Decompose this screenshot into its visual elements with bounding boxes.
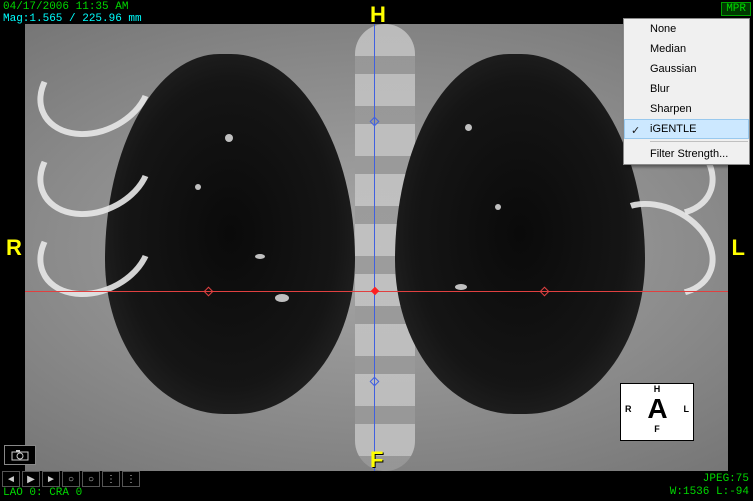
vessel-dot: [275, 294, 289, 302]
orientation-right: L: [732, 235, 745, 261]
vessel-dot: [195, 184, 201, 190]
orientation-bottom: F: [370, 447, 383, 473]
camera-wrap: [4, 445, 36, 467]
camera-icon: [11, 449, 29, 461]
overlay-wl: W:1536 L:-94: [670, 486, 749, 498]
play-toolbar: ◄ ▶ ► ○ ○ ⋮ ⋮: [2, 471, 140, 487]
cube-left: R: [625, 404, 632, 414]
orientation-top: H: [370, 2, 386, 28]
vessel-dot: [495, 204, 501, 210]
menu-item-label: None: [650, 23, 676, 35]
tool-misc2[interactable]: ○: [82, 471, 100, 487]
camera-button[interactable]: [4, 445, 36, 465]
vessel-dot: [465, 124, 472, 131]
menu-item-label: Blur: [650, 83, 670, 95]
next-button[interactable]: ►: [42, 471, 60, 487]
menu-item-filter-strength[interactable]: Filter Strength...: [624, 144, 749, 164]
menu-item-blur[interactable]: Blur: [624, 79, 749, 99]
menu-item-label: Gaussian: [650, 63, 696, 75]
menu-item-sharpen[interactable]: Sharpen: [624, 99, 749, 119]
tool-misc1[interactable]: ○: [62, 471, 80, 487]
overlay-mpr[interactable]: MPR: [721, 2, 751, 16]
tool-misc3[interactable]: ⋮: [102, 471, 120, 487]
menu-item-label: Filter Strength...: [650, 148, 728, 160]
menu-item-gaussian[interactable]: Gaussian: [624, 59, 749, 79]
cube-center: A: [647, 394, 667, 424]
menu-separator: [650, 141, 748, 142]
menu-item-none[interactable]: None: [624, 19, 749, 39]
prev-button[interactable]: ◄: [2, 471, 20, 487]
overlay-mag: Mag:1.565 / 225.96 mm: [3, 13, 142, 25]
cube-bottom: F: [621, 424, 693, 434]
filter-menu[interactable]: None Median Gaussian Blur Sharpen ✓ iGENTLE Fil…: [623, 18, 750, 165]
menu-item-label: Median: [650, 43, 686, 55]
menu-item-label: iGENTLE: [650, 123, 696, 135]
overlay-jpeg: JPEG:75: [703, 473, 749, 485]
orientation-cube[interactable]: H R A L F: [620, 383, 694, 441]
tool-misc4[interactable]: ⋮: [122, 471, 140, 487]
overlay-datetime: 04/17/2006 11:35 AM: [3, 1, 128, 13]
cube-right: L: [683, 404, 689, 414]
vessel-dot: [255, 254, 265, 259]
overlay-lao: LAO 0: CRA 0: [3, 487, 82, 499]
crosshair-vertical[interactable]: [374, 24, 375, 471]
menu-item-igentle[interactable]: ✓ iGENTLE: [624, 119, 749, 139]
orientation-left: R: [6, 235, 22, 261]
vessel-dot: [455, 284, 467, 290]
menu-item-median[interactable]: Median: [624, 39, 749, 59]
menu-item-label: Sharpen: [650, 103, 692, 115]
play-button[interactable]: ▶: [22, 471, 40, 487]
vessel-dot: [225, 134, 233, 142]
check-icon: ✓: [631, 124, 640, 137]
